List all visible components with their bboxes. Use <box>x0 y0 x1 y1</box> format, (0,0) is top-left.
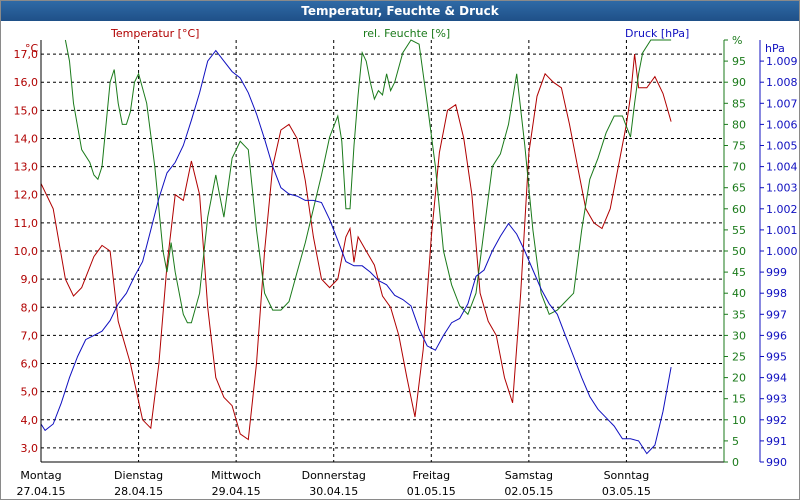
plot-border <box>40 40 761 463</box>
grid-lines <box>41 40 725 462</box>
axis-labels: 3,0 4,0 5,0 6,0 7,0 8,0 9,0 10,0 11,0 12,0 13,0 14,… <box>14 27 798 498</box>
humidity-tick-label: 15 <box>732 393 746 406</box>
temp-tick-label: 7,0 <box>21 329 39 342</box>
x-date-label: 30.04.15 <box>309 485 358 498</box>
humidity-tick-label: % <box>732 34 742 47</box>
pressure-tick-label: 999 <box>766 266 787 279</box>
humidity-tick-label: 55 <box>732 224 746 237</box>
humidity-tick-label: 40 <box>732 287 746 300</box>
temp-tick-label: 3,0 <box>21 442 39 455</box>
pressure-tick-label: 1.001 <box>766 224 798 237</box>
x-day-label: Dienstag <box>114 469 163 482</box>
temp-tick-label: 4,0 <box>21 414 39 427</box>
pressure-tick-label: 991 <box>766 435 787 448</box>
pressure-tick-label: 1.008 <box>766 76 798 89</box>
humidity-tick-label: 70 <box>732 161 746 174</box>
pressure-tick-label: 1.004 <box>766 161 798 174</box>
temp-tick-label: 14,0 <box>14 132 39 145</box>
humidity-tick-label: 0 <box>732 456 739 469</box>
pressure-tick-label: 1.002 <box>766 203 798 216</box>
chart-title: Temperatur, Feuchte & Druck <box>1 1 799 21</box>
humidity-tick-label: 10 <box>732 414 746 427</box>
legend-temperature: Temperatur [°C] <box>110 27 199 40</box>
temp-tick-label: 12,0 <box>14 189 39 202</box>
x-date-label: 27.04.15 <box>17 485 66 498</box>
x-day-label: Montag <box>20 469 61 482</box>
temp-tick-label: 6,0 <box>21 358 39 371</box>
humidity-tick-label: 5 <box>732 435 739 448</box>
temp-tick-label: 16,0 <box>14 76 39 89</box>
x-date-label: 28.04.15 <box>114 485 163 498</box>
temp-tick-label: 11,0 <box>14 217 39 230</box>
temp-tick-label: 10,0 <box>14 245 39 258</box>
pressure-tick-label: 992 <box>766 414 787 427</box>
x-day-label: Sonntag <box>604 469 650 482</box>
pressure-tick-label: 993 <box>766 393 787 406</box>
pressure-tick-label: 990 <box>766 456 787 469</box>
temp-tick-label: 5,0 <box>21 386 39 399</box>
humidity-tick-label: 30 <box>732 329 746 342</box>
pressure-tick-label: 1.006 <box>766 118 798 131</box>
pressure-unit-label: hPa <box>765 42 785 55</box>
humidity-tick-label: 90 <box>732 76 746 89</box>
temp-tick-label: 13,0 <box>14 161 39 174</box>
humidity-tick-label: 25 <box>732 351 746 364</box>
x-date-label: 29.04.15 <box>212 485 261 498</box>
x-day-label: Freitag <box>412 469 450 482</box>
series-line-humidity <box>64 39 672 324</box>
humidity-tick-label: 85 <box>732 97 746 110</box>
series-line-pressure <box>40 49 672 455</box>
temp-unit-label: °C <box>25 42 39 55</box>
humidity-tick-label: 80 <box>732 118 746 131</box>
humidity-tick-label: 20 <box>732 372 746 385</box>
series-lines <box>40 39 672 455</box>
x-date-label: 01.05.15 <box>407 485 456 498</box>
humidity-tick-label: 75 <box>732 140 746 153</box>
x-day-label: Donnerstag <box>302 469 366 482</box>
pressure-tick-label: 998 <box>766 287 787 300</box>
pressure-tick-label: 1.009 <box>766 55 798 68</box>
x-day-label: Samstag <box>505 469 553 482</box>
x-date-label: 03.05.15 <box>602 485 651 498</box>
pressure-tick-label: 994 <box>766 372 787 385</box>
humidity-tick-label: 95 <box>732 55 746 68</box>
pressure-tick-label: 997 <box>766 308 787 321</box>
pressure-tick-label: 1.003 <box>766 182 798 195</box>
humidity-tick-label: 60 <box>732 203 746 216</box>
temp-tick-label: 9,0 <box>21 273 39 286</box>
pressure-tick-label: 1.000 <box>766 245 798 258</box>
pressure-tick-label: 996 <box>766 329 787 342</box>
temp-tick-label: 15,0 <box>14 104 39 117</box>
pressure-tick-label: 995 <box>766 351 787 364</box>
pressure-tick-label: 1.005 <box>766 140 798 153</box>
temp-tick-label: 17,0 <box>14 48 39 61</box>
legend-pressure: Druck [hPa] <box>625 27 689 40</box>
x-day-label: Mittwoch <box>211 469 261 482</box>
humidity-tick-label: 35 <box>732 308 746 321</box>
x-date-label: 02.05.15 <box>504 485 553 498</box>
series-line-temperature <box>40 54 672 441</box>
humidity-tick-label: 45 <box>732 266 746 279</box>
chart-canvas: 3,0 4,0 5,0 6,0 7,0 8,0 9,0 10,0 11,0 12,0 13,0 14,… <box>14 27 798 498</box>
humidity-tick-label: 50 <box>732 245 746 258</box>
pressure-tick-label: 1.007 <box>766 97 798 110</box>
temp-tick-label: 8,0 <box>21 301 39 314</box>
legend-humidity: rel. Feuchte [%] <box>363 27 450 40</box>
humidity-tick-label: 65 <box>732 182 746 195</box>
